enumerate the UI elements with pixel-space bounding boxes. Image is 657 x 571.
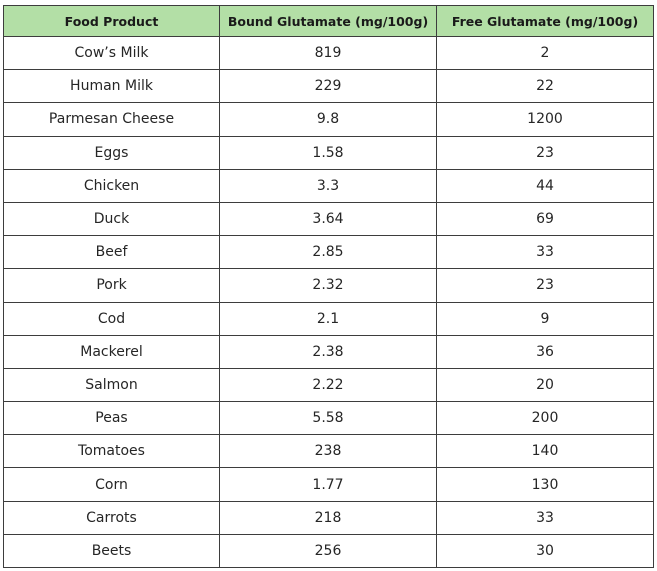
cell-bound-glutamate: 3.64 bbox=[219, 201, 437, 237]
cell-free-glutamate: 130 bbox=[436, 467, 654, 502]
table-row: Carrots 218 33 bbox=[3, 500, 654, 535]
cell-free-glutamate: 1200 bbox=[436, 102, 654, 137]
cell-food-product: Parmesan Cheese bbox=[3, 102, 220, 137]
cell-bound-glutamate: 256 bbox=[219, 533, 437, 569]
cell-food-product: Cow’s Milk bbox=[3, 35, 220, 71]
cell-free-glutamate: 23 bbox=[436, 135, 654, 170]
cell-free-glutamate: 2 bbox=[436, 35, 654, 71]
cell-bound-glutamate: 2.32 bbox=[219, 268, 437, 303]
cell-bound-glutamate: 2.85 bbox=[219, 235, 437, 270]
cell-free-glutamate: 20 bbox=[436, 367, 654, 403]
cell-food-product: Human Milk bbox=[3, 69, 220, 104]
cell-food-product: Cod bbox=[3, 301, 220, 336]
cell-free-glutamate: 33 bbox=[436, 500, 654, 535]
cell-food-product: Chicken bbox=[3, 168, 220, 203]
cell-free-glutamate: 22 bbox=[436, 69, 654, 104]
cell-bound-glutamate: 229 bbox=[219, 69, 437, 104]
cell-food-product: Eggs bbox=[3, 135, 220, 170]
table-row: Beef 2.85 33 bbox=[3, 235, 654, 270]
table-row: Eggs 1.58 23 bbox=[3, 135, 654, 170]
cell-bound-glutamate: 2.1 bbox=[219, 301, 437, 336]
header-food-product: Food Product bbox=[3, 5, 220, 37]
cell-free-glutamate: 23 bbox=[436, 268, 654, 303]
cell-food-product: Tomatoes bbox=[3, 434, 220, 469]
cell-food-product: Beets bbox=[3, 533, 220, 569]
table-row: Peas 5.58 200 bbox=[3, 401, 654, 436]
cell-bound-glutamate: 1.77 bbox=[219, 467, 437, 502]
cell-food-product: Peas bbox=[3, 401, 220, 436]
cell-food-product: Pork bbox=[3, 268, 220, 303]
cell-food-product: Duck bbox=[3, 201, 220, 237]
cell-food-product: Carrots bbox=[3, 500, 220, 535]
cell-bound-glutamate: 3.3 bbox=[219, 168, 437, 203]
header-free-glutamate: Free Glutamate (mg/100g) bbox=[436, 5, 654, 37]
table-row: Cow’s Milk 819 2 bbox=[3, 35, 654, 71]
cell-free-glutamate: 33 bbox=[436, 235, 654, 270]
cell-free-glutamate: 44 bbox=[436, 168, 654, 203]
cell-bound-glutamate: 2.38 bbox=[219, 334, 437, 369]
table-row: Chicken 3.3 44 bbox=[3, 168, 654, 203]
cell-free-glutamate: 9 bbox=[436, 301, 654, 336]
cell-free-glutamate: 30 bbox=[436, 533, 654, 569]
glutamate-table-container: Food Product Bound Glutamate (mg/100g) F… bbox=[3, 5, 654, 569]
table-row: Cod 2.1 9 bbox=[3, 301, 654, 336]
table-row: Mackerel 2.38 36 bbox=[3, 334, 654, 369]
table-row: Beets 256 30 bbox=[3, 533, 654, 569]
table-row: Corn 1.77 130 bbox=[3, 467, 654, 502]
header-bound-glutamate: Bound Glutamate (mg/100g) bbox=[219, 5, 437, 37]
table-row: Pork 2.32 23 bbox=[3, 268, 654, 303]
cell-food-product: Salmon bbox=[3, 367, 220, 403]
table-row: Human Milk 229 22 bbox=[3, 69, 654, 104]
table-row: Parmesan Cheese 9.8 1200 bbox=[3, 102, 654, 137]
cell-bound-glutamate: 218 bbox=[219, 500, 437, 535]
table-row: Salmon 2.22 20 bbox=[3, 367, 654, 403]
cell-free-glutamate: 200 bbox=[436, 401, 654, 436]
table-body: Cow’s Milk 819 2 Human Milk 229 22 Parme… bbox=[3, 35, 654, 569]
glutamate-table: Food Product Bound Glutamate (mg/100g) F… bbox=[3, 5, 654, 569]
cell-bound-glutamate: 5.58 bbox=[219, 401, 437, 436]
cell-bound-glutamate: 1.58 bbox=[219, 135, 437, 170]
cell-bound-glutamate: 819 bbox=[219, 35, 437, 71]
cell-free-glutamate: 140 bbox=[436, 434, 654, 469]
cell-free-glutamate: 69 bbox=[436, 201, 654, 237]
cell-free-glutamate: 36 bbox=[436, 334, 654, 369]
cell-food-product: Mackerel bbox=[3, 334, 220, 369]
cell-food-product: Corn bbox=[3, 467, 220, 502]
table-row: Duck 3.64 69 bbox=[3, 201, 654, 237]
cell-food-product: Beef bbox=[3, 235, 220, 270]
table-row: Tomatoes 238 140 bbox=[3, 434, 654, 469]
cell-bound-glutamate: 238 bbox=[219, 434, 437, 469]
header-row: Food Product Bound Glutamate (mg/100g) F… bbox=[3, 5, 654, 37]
cell-bound-glutamate: 2.22 bbox=[219, 367, 437, 403]
cell-bound-glutamate: 9.8 bbox=[219, 102, 437, 137]
table-header: Food Product Bound Glutamate (mg/100g) F… bbox=[3, 5, 654, 37]
